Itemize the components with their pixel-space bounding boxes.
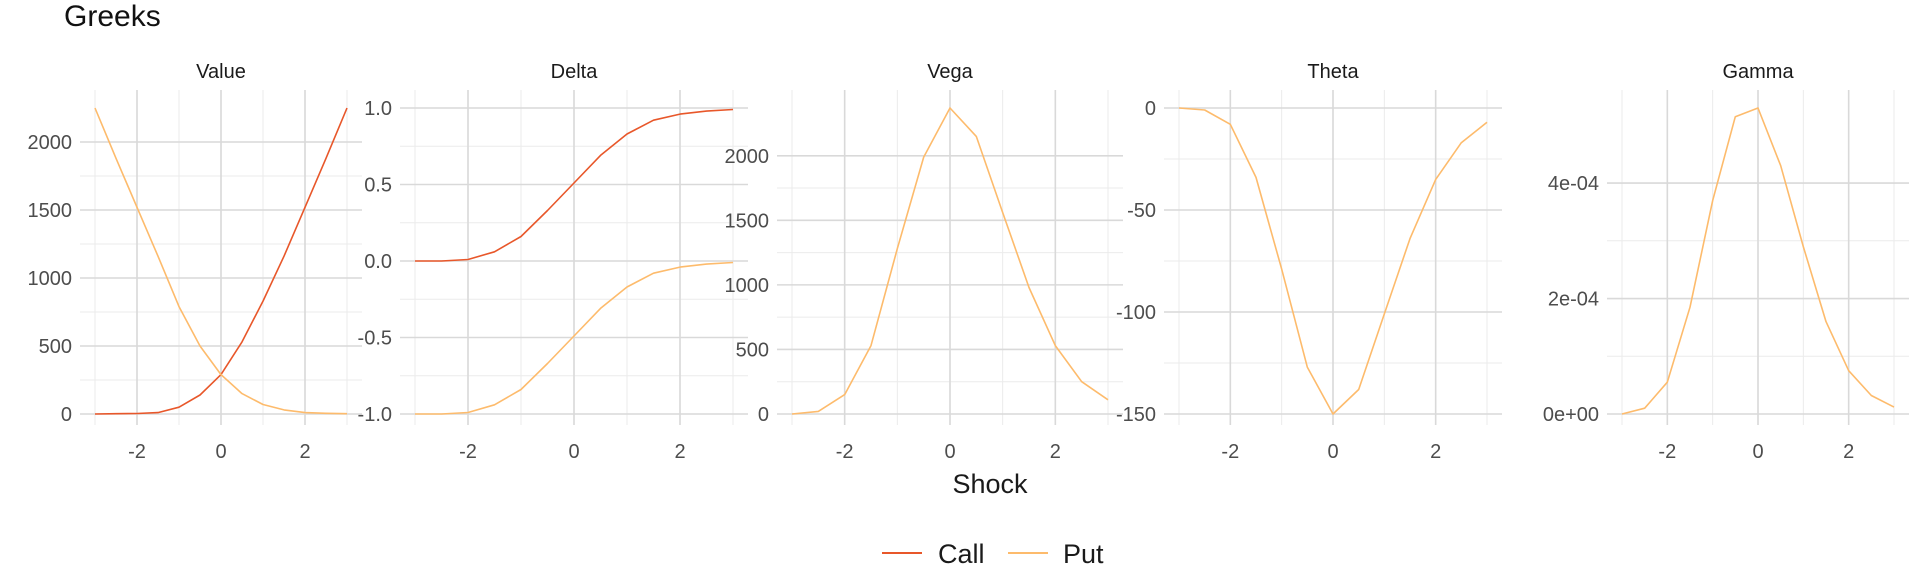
y-tick-label: -0.5 — [358, 328, 392, 350]
y-tick-label: 2000 — [28, 132, 73, 154]
vega-put-line — [791, 107, 1109, 415]
value-put-line — [94, 107, 348, 415]
delta-call-line — [415, 108, 734, 262]
x-tick-label: 0 — [1752, 441, 1763, 463]
x-tick-label: -2 — [459, 441, 477, 463]
y-tick-label: 0 — [1145, 98, 1156, 120]
y-tick-label: 0e+00 — [1543, 404, 1599, 426]
panel-title-theta: Theta — [1307, 61, 1359, 83]
y-tick-label: 500 — [39, 336, 72, 358]
y-tick-label: -100 — [1116, 302, 1156, 324]
x-tick-label: 0 — [215, 441, 226, 463]
y-tick-label: 2000 — [725, 146, 770, 168]
legend-label-call: Call — [938, 539, 985, 569]
x-tick-label: 0 — [944, 441, 955, 463]
panel-title-gamma: Gamma — [1722, 61, 1794, 83]
x-tick-label: 2 — [299, 441, 310, 463]
y-tick-label: 4e-04 — [1548, 173, 1599, 195]
y-tick-label: 0 — [61, 404, 72, 426]
y-tick-label: 1000 — [28, 268, 73, 290]
x-tick-label: -2 — [1658, 441, 1676, 463]
y-tick-label: 0.5 — [364, 175, 392, 197]
legend-label-put: Put — [1063, 539, 1104, 569]
panel-title-vega: Vega — [927, 61, 973, 83]
y-tick-label: 2e-04 — [1548, 289, 1599, 311]
y-tick-label: -1.0 — [358, 404, 392, 426]
x-tick-label: 2 — [1843, 441, 1854, 463]
y-tick-label: 1.0 — [364, 98, 392, 120]
chart-title: Greeks — [64, 0, 161, 33]
x-tick-label: 0 — [1327, 441, 1338, 463]
x-tick-label: 2 — [1050, 441, 1061, 463]
y-tick-label: -150 — [1116, 404, 1156, 426]
theta-put-line — [1178, 107, 1488, 415]
x-tick-label: -2 — [836, 441, 854, 463]
y-tick-label: 1000 — [725, 275, 770, 297]
y-tick-label: 1500 — [725, 210, 770, 232]
y-tick-label: 0 — [758, 404, 769, 426]
x-tick-label: -2 — [1221, 441, 1239, 463]
panel-title-delta: Delta — [551, 61, 599, 83]
panel-title-value: Value — [196, 61, 246, 83]
x-tick-label: 0 — [568, 441, 579, 463]
y-tick-label: -50 — [1127, 200, 1156, 222]
gamma-put-line — [1621, 107, 1895, 415]
delta-put-line — [415, 261, 734, 415]
x-tick-label: 2 — [674, 441, 685, 463]
x-tick-label: -2 — [128, 441, 146, 463]
x-tick-label: 2 — [1430, 441, 1441, 463]
y-tick-label: 0.0 — [364, 251, 392, 273]
x-axis-title: Shock — [952, 469, 1028, 499]
y-tick-label: 1500 — [28, 200, 73, 222]
y-tick-label: 500 — [736, 339, 769, 361]
